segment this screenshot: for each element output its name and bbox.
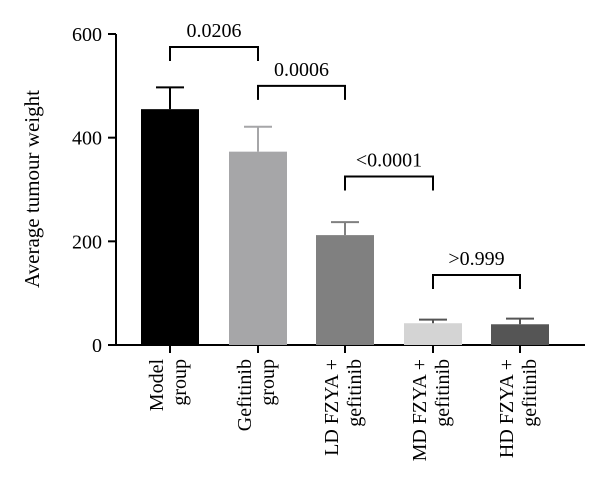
- bar: [491, 324, 549, 345]
- y-tick-label: 200: [72, 231, 102, 253]
- p-value-label: 0.0006: [274, 59, 329, 81]
- y-axis: 0 200 400 600: [72, 24, 117, 357]
- x-tick-label-line2: gefitinib: [519, 359, 541, 427]
- x-tick-label-line1: MD FZYA +: [409, 359, 431, 461]
- comparison-bracket: [169, 45, 259, 61]
- p-value-label: 0.0206: [187, 20, 242, 42]
- bar: [316, 235, 374, 345]
- p-value-label: >0.999: [448, 248, 504, 270]
- x-tick-label-line1: Gefitinib: [234, 359, 256, 431]
- x-tick-label-line1: LD FZYA +: [321, 359, 343, 456]
- y-tick-label: 400: [72, 128, 102, 150]
- x-tick-label-line2: gefitinib: [344, 359, 366, 427]
- bar: [141, 109, 199, 346]
- x-tick-label-line2: group: [257, 359, 279, 406]
- y-axis-title: Average tumour weight: [20, 90, 44, 288]
- x-axis: Model group Gefitinib group LD FZYA + gefitin…: [115, 344, 585, 461]
- bar: [404, 323, 462, 345]
- p-value-label: <0.0001: [356, 150, 422, 172]
- x-tick-label-line2: gefitinib: [432, 359, 454, 427]
- bars: [141, 109, 549, 346]
- x-tick-label-line2: group: [169, 359, 191, 406]
- x-tick-label-line1: HD FZYA +: [496, 359, 518, 458]
- comparison-bracket: [257, 84, 346, 100]
- y-tick-label: 600: [72, 24, 102, 46]
- bar: [229, 151, 287, 345]
- y-tick-label: 0: [92, 335, 102, 357]
- error-bars: [156, 86, 534, 325]
- x-tick-label-line1: Model: [146, 359, 168, 412]
- comparison-bracket: [344, 175, 434, 191]
- comparison-brackets: 0.0206 0.0006 <0.0001 >0.999: [169, 20, 521, 290]
- comparison-bracket: [432, 274, 521, 290]
